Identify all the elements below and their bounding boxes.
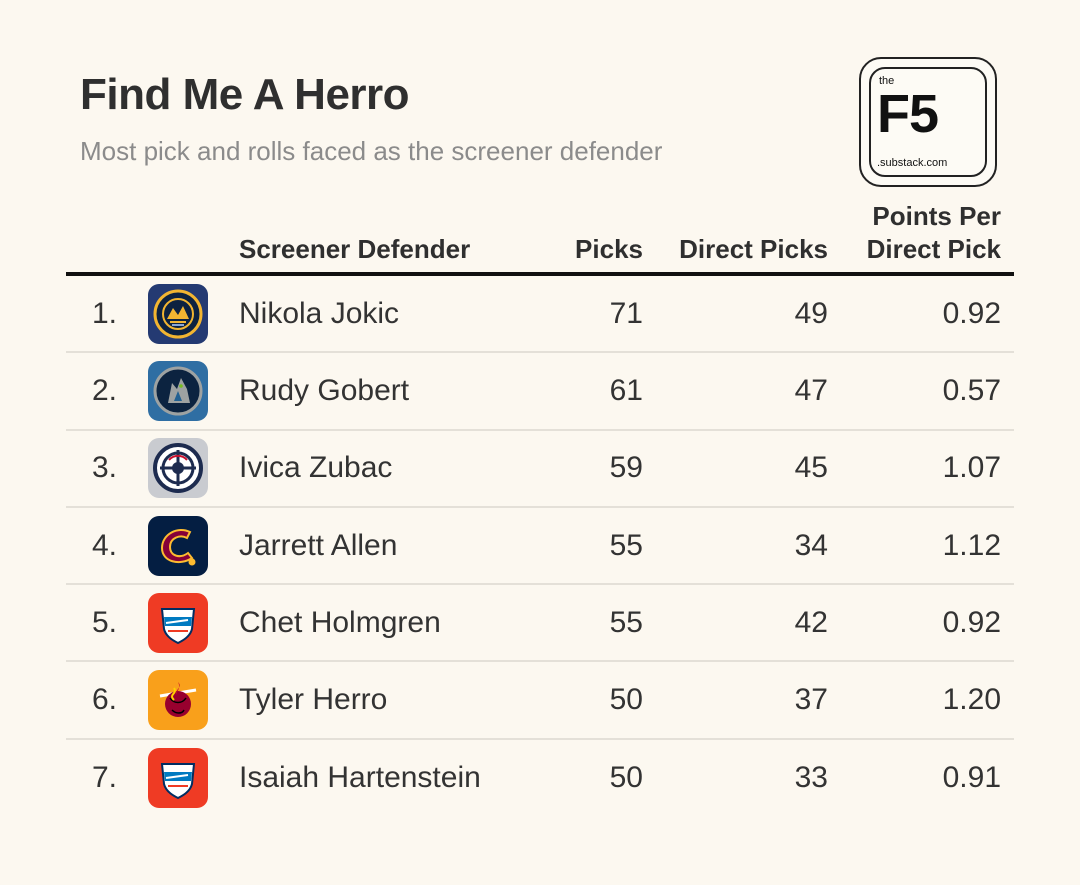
player-name: Isaiah Hartenstein [239,761,481,795]
column-header-picks: Picks [575,234,643,264]
picks-cell: 61 [609,373,643,407]
direct-picks-cell: 37 [794,683,828,717]
points-per-direct-pick-cell: 1.07 [942,451,1001,485]
picks-cell: 55 [609,605,643,639]
table-header: Screener Defender Picks Direct Picks Poi… [66,200,1014,272]
page-title: Find Me A Herro [80,70,410,119]
column-header-ppdp-line2: Direct Pick [866,234,1001,264]
direct-picks-cell: 42 [794,605,828,639]
points-per-direct-pick-cell: 0.57 [942,373,1001,407]
table-row: 7. Isaiah Hartenstein 50 33 0.91 [66,740,1014,817]
table-body: 1. Nikola Jokic 71 49 0.92 2. [66,276,1014,817]
f5-substack-logo: the F5 .substack.com [859,57,997,187]
column-header-screener-defender: Screener Defender [239,234,471,264]
rank-cell: 1. [92,296,118,330]
direct-picks-cell: 47 [794,373,828,407]
table-row: 3. Ivica Zubac 59 45 1.07 [66,431,1014,508]
player-name: Rudy Gobert [239,373,410,407]
column-header-direct-picks: Direct Picks [679,234,828,264]
points-per-direct-pick-cell: 1.20 [942,683,1001,717]
points-per-direct-pick-cell: 0.92 [942,605,1001,639]
logo-f5-text: F5 [877,84,939,144]
nuggets-logo-icon [148,283,208,344]
rank-cell: 2. [92,373,118,407]
points-per-direct-pick-cell: 0.92 [942,296,1001,330]
rank-cell: 6. [92,683,118,717]
rank-cell: 7. [92,761,118,795]
thunder-logo-icon [148,592,208,653]
direct-picks-cell: 33 [794,761,828,795]
table-row: 2. Rudy Gobert 61 47 0.57 [66,353,1014,431]
direct-picks-cell: 34 [794,528,828,562]
thunder-logo-icon [148,748,208,809]
cavaliers-logo-icon [148,515,208,576]
player-name: Tyler Herro [239,683,388,717]
rank-cell: 3. [92,451,118,485]
timberwolves-logo-icon [148,360,208,421]
picks-cell: 50 [609,683,643,717]
clippers-logo-icon [148,438,208,499]
player-name: Nikola Jokic [239,296,400,330]
direct-picks-cell: 49 [794,296,828,330]
direct-picks-cell: 45 [794,451,828,485]
picks-cell: 71 [609,296,643,330]
header-rule [66,272,1014,276]
rank-cell: 4. [92,528,118,562]
points-per-direct-pick-cell: 1.12 [942,528,1001,562]
player-name: Ivica Zubac [239,451,393,485]
table-row: 6. Tyler Herro 50 37 1.20 [66,662,1014,740]
logo-substack-text: .substack.com [877,157,948,169]
rank-cell: 5. [92,605,118,639]
heat-logo-icon [148,670,208,731]
page-subtitle: Most pick and rolls faced as the screene… [80,136,663,166]
logo-the-text: the [879,75,895,87]
column-header-ppdp-line1: Points Per [872,201,1001,231]
picks-cell: 59 [609,451,643,485]
table-row: 5. Chet Holmgren 55 42 0.92 [66,585,1014,663]
table-row: 4. Jarrett Allen 55 34 1.12 [66,508,1014,586]
points-per-direct-pick-cell: 0.91 [942,761,1001,795]
table-row: 1. Nikola Jokic 71 49 0.92 [66,276,1014,354]
picks-cell: 50 [609,761,643,795]
player-name: Chet Holmgren [239,605,441,639]
player-name: Jarrett Allen [239,528,398,562]
picks-cell: 55 [609,528,643,562]
column-header-points-per-direct-pick: Points Per Direct Pick [867,200,1001,266]
